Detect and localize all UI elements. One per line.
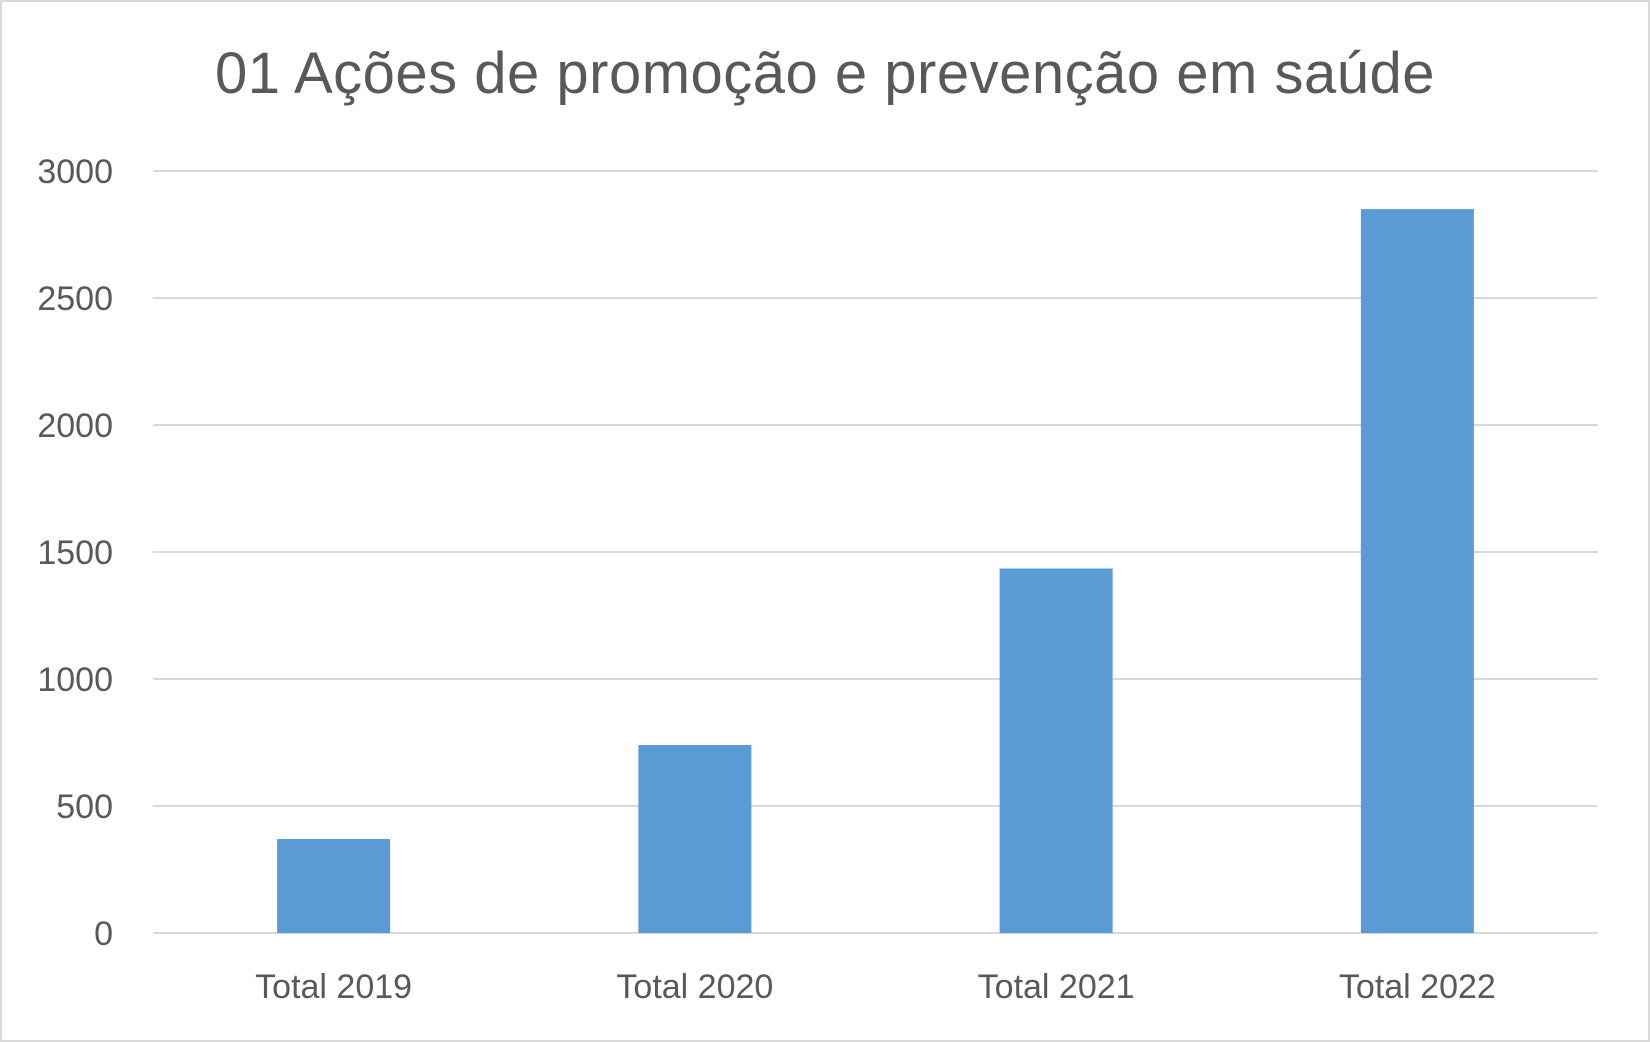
bar-total-2022 — [1360, 209, 1474, 934]
x-tick-label: Total 2019 — [255, 968, 412, 1006]
bars — [277, 209, 1474, 934]
gridlines — [153, 170, 1598, 934]
y-tick-label: 2500 — [37, 280, 113, 318]
x-tick-label: Total 2020 — [616, 968, 773, 1006]
x-tick-label: Total 2022 — [1339, 968, 1496, 1006]
y-axis-tick-labels: 0 500 1000 1500 2000 2500 3000 — [37, 153, 113, 953]
chart-title: 01 Ações de promoção e prevenção em saúd… — [215, 41, 1435, 106]
x-axis-tick-labels: Total 2019 Total 2020 Total 2021 Total 2022 — [255, 968, 1496, 1006]
y-tick-label: 0 — [94, 915, 113, 953]
y-tick-label: 1000 — [37, 661, 113, 699]
y-tick-label: 1500 — [37, 534, 113, 572]
y-tick-label: 3000 — [37, 153, 113, 191]
x-tick-label: Total 2021 — [978, 968, 1135, 1006]
bar-total-2019 — [277, 839, 391, 933]
bar-total-2020 — [638, 745, 752, 933]
bar-total-2021 — [999, 568, 1113, 933]
y-tick-label: 2000 — [37, 407, 113, 445]
y-tick-label: 500 — [56, 788, 113, 826]
